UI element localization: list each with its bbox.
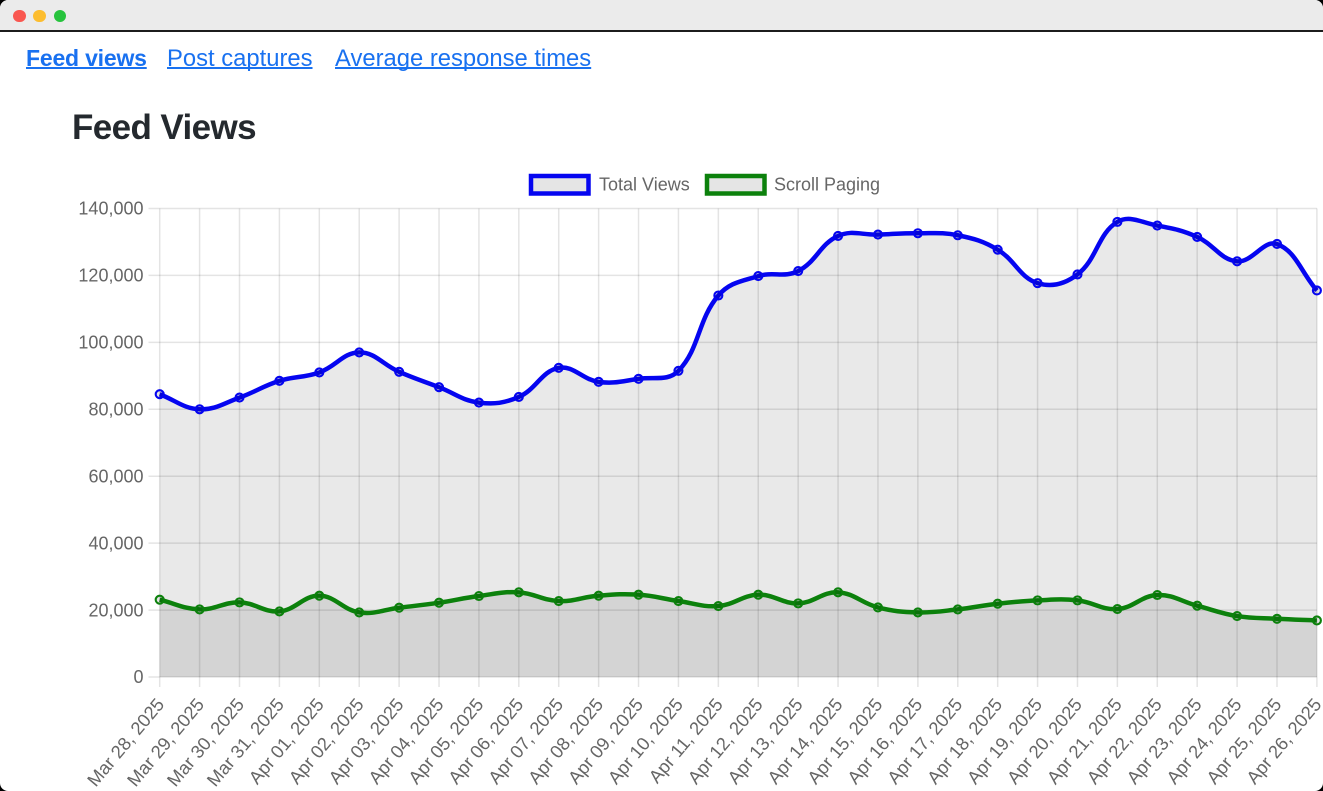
svg-text:40,000: 40,000	[88, 533, 143, 553]
svg-text:80,000: 80,000	[88, 399, 143, 419]
svg-text:Scroll Paging: Scroll Paging	[774, 175, 880, 195]
svg-text:140,000: 140,000	[78, 199, 143, 219]
svg-text:20,000: 20,000	[88, 600, 143, 620]
svg-text:60,000: 60,000	[88, 466, 143, 486]
svg-text:120,000: 120,000	[78, 266, 143, 286]
svg-text:100,000: 100,000	[78, 333, 143, 353]
svg-text:Total Views: Total Views	[599, 175, 690, 195]
svg-text:0: 0	[133, 667, 143, 687]
